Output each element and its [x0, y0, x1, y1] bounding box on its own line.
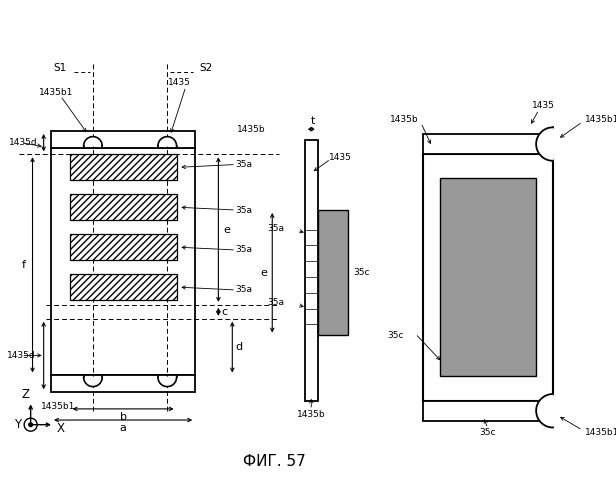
Text: 1435d: 1435d: [7, 351, 36, 360]
Bar: [318, 210, 347, 336]
Text: 35a: 35a: [235, 160, 252, 169]
Text: 1435b1: 1435b1: [41, 402, 76, 410]
Bar: [423, 400, 553, 421]
Circle shape: [29, 423, 33, 426]
Text: S2: S2: [200, 63, 213, 73]
Polygon shape: [158, 378, 177, 386]
Bar: [423, 134, 553, 154]
Text: 1435d: 1435d: [9, 138, 38, 147]
Text: 1435: 1435: [532, 102, 555, 110]
Polygon shape: [158, 136, 177, 146]
Bar: [423, 154, 553, 400]
Bar: [70, 194, 177, 220]
Text: X: X: [57, 422, 65, 435]
Text: Z: Z: [21, 388, 29, 402]
Text: 1435b1: 1435b1: [39, 88, 73, 96]
Text: 35c: 35c: [387, 331, 404, 340]
Text: t: t: [311, 116, 315, 126]
Bar: [70, 154, 177, 180]
Bar: [51, 148, 195, 376]
Text: d: d: [235, 342, 242, 352]
Text: c: c: [222, 307, 228, 317]
Text: 35a: 35a: [267, 298, 285, 308]
Text: 35a: 35a: [235, 246, 252, 254]
Text: 1435: 1435: [329, 152, 352, 162]
Text: 1435b1: 1435b1: [585, 428, 616, 436]
Bar: [70, 234, 177, 260]
Text: Y: Y: [14, 418, 21, 431]
Polygon shape: [84, 136, 102, 146]
Text: 35a: 35a: [267, 224, 285, 233]
Polygon shape: [536, 128, 557, 161]
Text: 35a: 35a: [235, 286, 252, 294]
Polygon shape: [536, 394, 557, 428]
Bar: [51, 376, 195, 392]
Text: b: b: [120, 412, 127, 422]
Bar: [439, 178, 536, 376]
Text: 35c: 35c: [353, 268, 370, 278]
Text: 1435b: 1435b: [297, 410, 326, 419]
Text: 35c: 35c: [480, 428, 496, 436]
Text: e: e: [261, 268, 267, 278]
Text: 1435b: 1435b: [237, 124, 265, 134]
Bar: [51, 131, 195, 148]
Polygon shape: [84, 378, 102, 386]
Text: f: f: [22, 260, 26, 270]
Text: e: e: [223, 224, 230, 234]
Text: S1: S1: [54, 63, 67, 73]
Text: 1435b1: 1435b1: [585, 116, 616, 124]
Text: 1435b: 1435b: [389, 116, 418, 124]
Text: ФИГ. 57: ФИГ. 57: [243, 454, 306, 469]
Bar: [70, 274, 177, 300]
Text: 35a: 35a: [235, 206, 252, 214]
Bar: [305, 140, 318, 400]
Text: 1435: 1435: [168, 78, 190, 87]
Text: a: a: [120, 424, 126, 434]
